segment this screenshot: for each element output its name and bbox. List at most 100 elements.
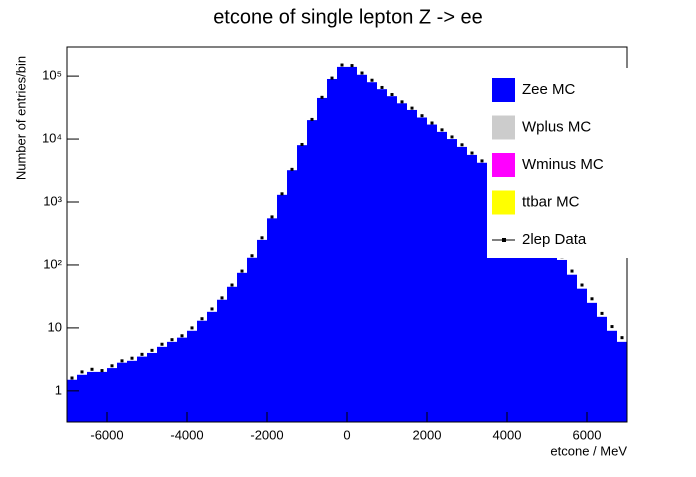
histogram-bar — [397, 103, 407, 422]
data-point — [410, 106, 414, 110]
data-point — [420, 114, 424, 118]
legend-label: 2lep Data — [522, 231, 587, 248]
histogram-bar — [567, 274, 577, 422]
histogram-bar — [87, 371, 97, 422]
data-point — [310, 117, 314, 121]
histogram-bar — [167, 341, 177, 422]
data-point — [600, 311, 604, 315]
data-point — [570, 269, 574, 273]
data-point — [250, 254, 254, 258]
histogram-bar — [197, 320, 207, 422]
y-tick-label: 10³ — [43, 193, 62, 208]
histogram-bar — [97, 371, 107, 422]
histogram-bar — [77, 374, 87, 422]
histogram-bar — [277, 194, 287, 422]
data-point — [280, 192, 284, 196]
histogram-bar — [587, 302, 597, 422]
histogram-bar — [497, 181, 507, 422]
histogram-bar — [187, 330, 197, 422]
histogram-bar — [327, 78, 337, 422]
data-point — [400, 100, 404, 104]
data-point — [580, 283, 584, 287]
data-point — [350, 64, 354, 68]
data-point — [290, 167, 294, 171]
data-point — [70, 376, 74, 380]
histogram-bar — [617, 341, 627, 422]
histogram-bar — [607, 330, 617, 422]
data-point — [330, 76, 334, 80]
histogram-bar — [177, 337, 187, 422]
data-point — [100, 369, 104, 373]
histogram-bar — [417, 117, 427, 422]
data-point — [620, 336, 624, 340]
data-point — [80, 370, 84, 374]
data-point — [190, 326, 194, 330]
legend-swatch — [492, 115, 515, 140]
histogram-bar — [307, 120, 317, 422]
data-point — [110, 364, 114, 368]
histogram-bar — [477, 162, 487, 422]
histogram-bar — [387, 96, 397, 422]
y-axis-label: Number of entries/bin — [13, 56, 28, 180]
histogram-bar — [407, 109, 417, 422]
y-tick-label: 10 — [48, 319, 62, 334]
histogram-bar — [337, 66, 347, 422]
legend-label: Wplus MC — [522, 118, 591, 135]
data-point — [160, 342, 164, 346]
histogram-bar — [227, 286, 237, 422]
histogram-bar — [527, 218, 537, 422]
histogram-bar — [517, 204, 527, 422]
data-point — [390, 93, 394, 97]
legend-swatch — [492, 153, 515, 177]
histogram-bar — [247, 257, 257, 422]
histogram-bar — [157, 346, 167, 422]
histogram-bar — [377, 89, 387, 422]
data-point — [340, 63, 344, 67]
data-point — [240, 269, 244, 273]
data-point — [430, 121, 434, 125]
histogram-bar — [117, 362, 127, 422]
data-point — [450, 135, 454, 139]
histogram-bar — [357, 74, 367, 422]
x-tick-label: -6000 — [90, 427, 123, 442]
histogram-bar — [557, 259, 567, 422]
histogram-bar — [107, 368, 117, 422]
data-point — [220, 296, 224, 300]
histogram-bar — [237, 272, 247, 422]
data-point — [120, 359, 124, 363]
data-point — [380, 85, 384, 89]
x-tick-label: -2000 — [250, 427, 283, 442]
histogram-bar — [67, 379, 77, 422]
histogram-bar — [547, 246, 557, 422]
histogram-bar — [287, 170, 297, 422]
histogram-bar — [597, 316, 607, 422]
x-tick-label: 6000 — [573, 427, 602, 442]
data-point — [170, 338, 174, 342]
histogram-bar — [127, 360, 137, 422]
histogram-bar — [537, 232, 547, 422]
data-point — [270, 215, 274, 219]
histogram-bar — [217, 299, 227, 422]
histogram-bar — [367, 82, 377, 422]
histogram-bar — [297, 145, 307, 422]
histogram-bar — [507, 192, 517, 422]
data-point — [210, 307, 214, 311]
histogram-bar — [427, 124, 437, 422]
data-point — [300, 142, 304, 146]
data-point — [140, 352, 144, 356]
x-axis-label: etcone / MeV — [550, 443, 627, 458]
data-point — [460, 143, 464, 147]
histogram-bar — [447, 139, 457, 422]
histogram-bar — [457, 146, 467, 422]
chart-title: etcone of single lepton Z -> ee — [213, 6, 483, 28]
histogram-bar — [487, 171, 497, 422]
legend-swatch — [492, 190, 515, 215]
data-point — [200, 317, 204, 321]
plot-area — [67, 63, 627, 422]
legend-label: ttbar MC — [522, 193, 580, 210]
data-point — [370, 78, 374, 82]
y-tick-label: 1 — [55, 382, 62, 397]
y-tick-label: 10² — [43, 256, 62, 271]
data-point — [150, 348, 154, 352]
